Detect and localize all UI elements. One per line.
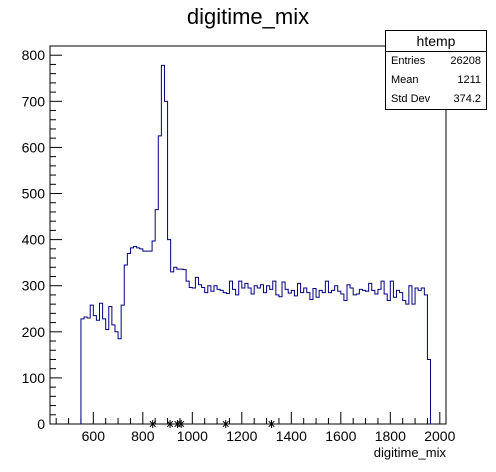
y-tick-label: 400 — [22, 232, 46, 248]
stats-value: 1211 — [457, 74, 481, 86]
stats-row-entries: Entries 26208 — [386, 52, 486, 71]
stats-value: 374.2 — [453, 93, 481, 105]
chart-title: digitime_mix — [187, 4, 309, 29]
x-tick-label: 1400 — [276, 428, 307, 444]
y-tick-label: 300 — [22, 278, 46, 294]
y-tick-label: 200 — [22, 324, 46, 340]
marker-star — [166, 420, 175, 428]
x-tick-label: 600 — [82, 428, 106, 444]
stats-label: Entries — [391, 55, 426, 67]
marker-star — [221, 420, 230, 428]
y-tick-label: 500 — [22, 186, 46, 202]
marker-star — [267, 420, 276, 428]
stats-row-stddev: Std Dev 374.2 — [386, 90, 486, 109]
y-tick-label: 700 — [22, 93, 46, 109]
marker-star — [177, 420, 186, 428]
stats-label: Mean — [391, 74, 419, 86]
x-tick-label: 1200 — [226, 428, 257, 444]
x-tick-label: 800 — [131, 428, 155, 444]
x-tick-label: 1800 — [375, 428, 406, 444]
stats-label: Std Dev — [391, 93, 431, 105]
x-tick-label: 1600 — [325, 428, 356, 444]
stats-value: 26208 — [450, 55, 481, 67]
y-tick-label: 600 — [22, 139, 46, 155]
axes: 0 100 200 300 400 500 600 700 800 600 800 1000 1200 1… — [22, 45, 456, 444]
y-tick-label: 0 — [37, 416, 45, 432]
marker-star — [148, 420, 157, 428]
y-tick-label: 800 — [22, 47, 46, 63]
plot-frame — [49, 45, 447, 425]
markers — [148, 420, 276, 428]
x-tick-label: 1000 — [177, 428, 208, 444]
x-axis-label: digitime_mix — [374, 445, 447, 460]
stats-title: htemp — [386, 31, 486, 52]
histogram-line — [80, 64, 434, 425]
stats-box: htemp Entries 26208 Mean 1211 Std Dev 37… — [385, 30, 487, 110]
x-tick-label: 2000 — [424, 428, 455, 444]
y-tick-label: 100 — [22, 370, 46, 386]
stats-row-mean: Mean 1211 — [386, 71, 486, 90]
